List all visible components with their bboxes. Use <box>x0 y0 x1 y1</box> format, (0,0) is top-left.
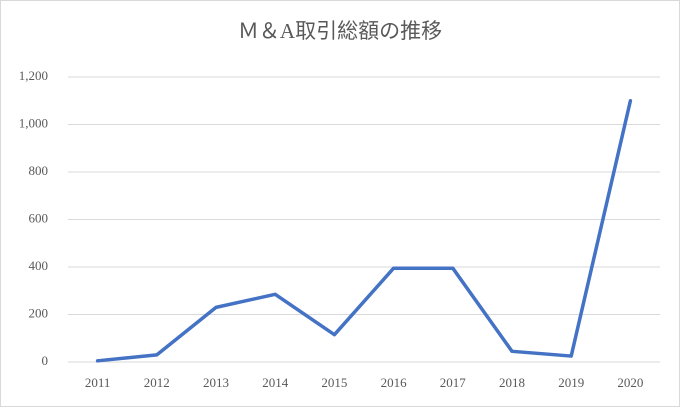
x-tick-label: 2017 <box>440 375 467 390</box>
y-tick-label: 200 <box>29 305 49 320</box>
y-tick-label: 400 <box>29 258 49 273</box>
x-tick-label: 2016 <box>381 375 408 390</box>
y-tick-label: 600 <box>29 210 49 225</box>
x-tick-label: 2014 <box>262 375 289 390</box>
x-tick-label: 2015 <box>321 375 347 390</box>
data-line <box>95 99 633 363</box>
y-tick-label: 1,000 <box>19 115 48 130</box>
y-tick-label: 0 <box>42 353 49 368</box>
x-tick-label: 2012 <box>144 375 170 390</box>
x-tick-label: 2020 <box>617 375 643 390</box>
x-tick-label: 2019 <box>558 375 584 390</box>
chart-title: Ｍ＆A取引総額の推移 <box>238 19 442 43</box>
y-tick-label: 800 <box>29 163 49 178</box>
x-tick-label: 2013 <box>203 375 229 390</box>
x-tick-label: 2018 <box>499 375 525 390</box>
y-tick-label: 1,200 <box>19 68 48 83</box>
x-tick-label: 2011 <box>85 375 111 390</box>
